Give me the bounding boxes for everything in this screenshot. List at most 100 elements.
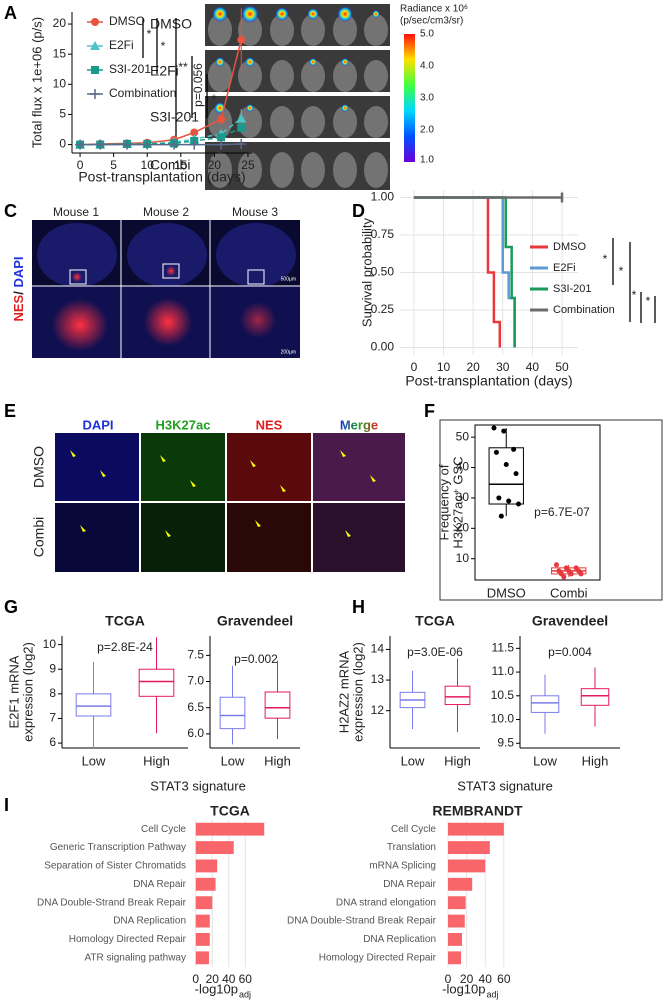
y-tick-label: ATR signaling pathway — [84, 952, 186, 963]
point — [501, 428, 507, 434]
x-tick-label: Low — [82, 753, 106, 768]
scale-bar-label: 200µm — [281, 349, 296, 355]
annotation: p=2.8E-24 — [97, 640, 153, 654]
marker — [95, 139, 106, 150]
point — [498, 513, 504, 519]
y-axis-label: expression (log2) — [350, 642, 365, 742]
annotation: p=0.002 — [234, 652, 278, 666]
x-tick-label: 20 — [208, 158, 222, 172]
y-tick-label: 10.0 — [491, 712, 515, 726]
x-tick-label: 20 — [460, 972, 474, 986]
marker — [237, 35, 246, 44]
bar — [195, 933, 210, 946]
stain-label: NES/ DAPI — [11, 256, 26, 321]
panel-letter: G — [4, 597, 18, 617]
row-label: DMSO — [150, 16, 192, 32]
y-axis-label: Total flux x 1e+06 (p/s) — [29, 17, 44, 148]
row-label: S3I-201 — [150, 109, 199, 125]
box — [264, 691, 291, 719]
y-tick-label: 0.50 — [371, 265, 395, 279]
column-label: DAPI — [82, 417, 113, 432]
marker — [90, 89, 100, 99]
chart-title: TCGA — [415, 613, 455, 629]
point — [513, 471, 519, 477]
stain: NES — [11, 294, 26, 321]
x-tick-label: High — [264, 753, 291, 768]
legend-label: E2Fi — [553, 262, 576, 274]
y-tick-label: 0.25 — [371, 302, 395, 316]
y-tick-label: 5 — [59, 107, 66, 121]
marker — [217, 133, 226, 142]
annotation: * — [619, 264, 624, 278]
x-tick-label: Combi — [550, 585, 588, 600]
y-tick-label: DNA strand elongation — [336, 897, 436, 908]
bar — [448, 841, 490, 854]
y-axis-label: H3K27ac⁺ GSC — [450, 456, 465, 548]
column-label: Mouse 2 — [143, 205, 189, 219]
point — [511, 446, 517, 452]
survival-curve — [413, 192, 564, 203]
y-tick-label: DNA Replication — [113, 916, 186, 927]
box — [580, 688, 610, 706]
panel-letter: I — [4, 795, 9, 815]
x-axis-label: STAT3 signature — [150, 778, 246, 793]
point — [553, 562, 559, 568]
panel-letter: C — [4, 201, 17, 221]
panel-letter: D — [352, 201, 365, 221]
x-axis-label-sub: adj — [239, 989, 251, 999]
x-axis-label: STAT3 signature — [457, 778, 553, 793]
bar — [448, 896, 466, 910]
x-tick-label: High — [582, 753, 609, 768]
point — [578, 571, 584, 577]
chart-title: TCGA — [210, 803, 250, 819]
colorbar-tick: 3.0 — [420, 93, 434, 104]
colorbar — [404, 34, 415, 162]
x-axis-label: Post-transplantation (days) — [405, 373, 572, 389]
column-label: NES — [256, 417, 283, 432]
marker — [91, 66, 99, 74]
marker — [169, 139, 180, 150]
annotation: * — [147, 27, 152, 41]
y-axis-label: Frequency of — [436, 464, 451, 540]
legend-label: S3I-201 — [109, 62, 151, 76]
y-tick-label: 14 — [371, 642, 385, 656]
chart-title: REMBRANDT — [432, 803, 523, 819]
colorbar-tick: 5.0 — [420, 29, 434, 40]
box — [530, 695, 560, 713]
y-tick-label: mRNA Splicing — [369, 861, 436, 872]
panel-b-images — [205, 4, 390, 190]
panel-frame — [439, 419, 663, 601]
x-tick-label: 0 — [77, 158, 84, 172]
x-axis-label-sub: adj — [487, 989, 499, 999]
point — [503, 462, 509, 468]
colorbar-tick: 4.0 — [420, 61, 434, 72]
box — [138, 668, 175, 697]
marker — [75, 139, 86, 150]
marker — [90, 41, 100, 50]
bar — [195, 951, 209, 965]
x-tick-label: Low — [533, 753, 557, 768]
y-tick-label: 11.0 — [492, 664, 515, 678]
y-tick-label: DNA Double-Strand Break Repair — [37, 897, 187, 908]
y-tick-label: 30 — [456, 490, 470, 504]
chart-title: TCGA — [105, 613, 145, 629]
panel-letter: H — [352, 597, 365, 617]
annotation: * — [646, 294, 651, 308]
y-tick-label: 7 — [49, 711, 56, 725]
y-tick-label: 7.0 — [187, 674, 204, 688]
bar — [448, 933, 462, 946]
bar — [195, 859, 218, 873]
y-tick-label: 6.5 — [187, 700, 204, 714]
marker — [236, 113, 247, 123]
marker — [217, 115, 226, 124]
annotation: p=0.004 — [548, 645, 592, 659]
panel-e-images — [55, 433, 405, 572]
y-tick-label: 12 — [371, 703, 385, 717]
x-tick-label: 15 — [174, 158, 188, 172]
y-axis-label: E2F1 mRNA — [6, 655, 21, 728]
annotation: * — [212, 92, 217, 106]
marker — [122, 139, 133, 150]
colorbar-title: Radiance x 10⁶ — [400, 4, 468, 15]
legend-label: DMSO — [109, 14, 145, 28]
panel-c-images — [32, 220, 300, 358]
